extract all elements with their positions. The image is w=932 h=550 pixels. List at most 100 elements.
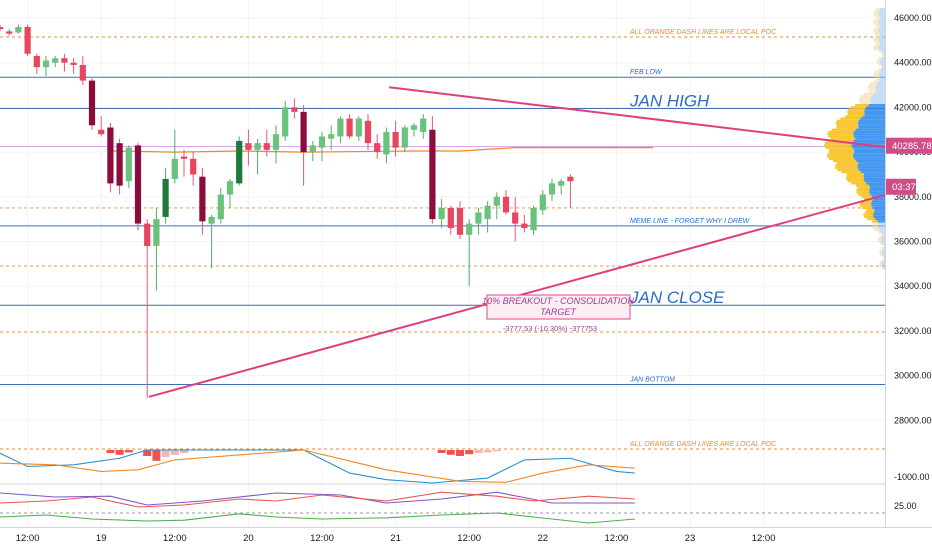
x-tick-label: 23 (685, 533, 696, 544)
candle (567, 174, 574, 208)
candle-body (484, 205, 491, 220)
candle (245, 129, 252, 166)
measure-label: -3777.53 (-10.30%) -377753 (503, 324, 597, 333)
volume-bin (868, 104, 885, 107)
volume-bin (835, 166, 858, 169)
volume-bin (881, 240, 885, 243)
volume-bin (873, 222, 879, 225)
candle-body (70, 62, 77, 65)
candle-body (328, 134, 335, 139)
volume-bin (850, 106, 867, 109)
volume-bin (836, 124, 859, 127)
volume-bin (872, 226, 879, 230)
volume-bin (874, 10, 880, 13)
volume-bin (861, 195, 873, 198)
x-tick-label: 12:00 (16, 533, 40, 544)
candle (502, 190, 510, 215)
candle-body (116, 143, 123, 186)
volume-bin (873, 36, 879, 40)
candle (24, 24, 31, 56)
volume-bin (884, 244, 885, 248)
candles (0, 24, 574, 398)
volume-bin (876, 77, 881, 80)
volume-bin (874, 23, 880, 26)
candle (217, 187, 224, 224)
volume-bin (835, 121, 858, 125)
candle (134, 143, 142, 231)
volume-bin (879, 10, 885, 13)
volume-bin (872, 224, 879, 227)
volume-bin (873, 39, 879, 42)
volume-bin (883, 258, 885, 261)
volume-bin (873, 72, 879, 75)
volume-bin (874, 70, 880, 73)
volume-bin (876, 25, 881, 29)
volume-bin (876, 16, 881, 20)
candle (475, 207, 482, 235)
candle (300, 105, 307, 186)
volume-bin (831, 128, 856, 131)
histogram-bar (143, 450, 152, 456)
histogram-bar (474, 450, 483, 453)
volume-bin (845, 115, 864, 118)
y-tick-label: 28000.00 (894, 415, 932, 425)
y-tick-label: 36000.00 (894, 237, 932, 247)
candle (374, 134, 381, 159)
candle (392, 120, 399, 157)
candle-body (79, 64, 86, 81)
candle-body (15, 26, 22, 33)
candle-body (364, 120, 372, 144)
volume-bin (862, 206, 873, 210)
volume-bin (837, 168, 859, 172)
candle-body (144, 223, 151, 246)
candle-body (521, 223, 528, 229)
candle-body (24, 26, 31, 54)
volume-bin (858, 124, 885, 127)
x-tick-label: 12:00 (163, 533, 187, 544)
volume-bin (876, 7, 881, 11)
volume-bin (832, 159, 857, 163)
candle-body (401, 127, 408, 148)
volume-bin (857, 166, 885, 169)
volume-bin (853, 135, 885, 138)
volume-bin (878, 14, 885, 17)
volume-bin (879, 43, 885, 46)
x-tick-label: 19 (96, 533, 107, 544)
volume-bin (877, 220, 885, 223)
candle-body (466, 223, 473, 235)
volume-bin (880, 25, 885, 29)
candle (162, 167, 169, 224)
candle (52, 55, 59, 68)
candle-body (300, 111, 307, 153)
candle-body (199, 176, 206, 222)
volume-bin (882, 256, 884, 259)
volume-bin (828, 130, 854, 134)
candle-body (162, 178, 169, 217)
candle-body (493, 196, 500, 206)
candle (236, 136, 243, 186)
volume-bin (869, 191, 885, 194)
volume-bin (866, 209, 875, 212)
volume-bin (836, 119, 859, 122)
volume-bin (875, 32, 880, 35)
candle-body (263, 143, 270, 150)
candle-body (217, 194, 224, 220)
price-label-bg (886, 137, 932, 154)
volume-bin (881, 50, 885, 53)
candle-body (153, 219, 160, 246)
volume-bin (854, 157, 885, 160)
volume-bin (881, 235, 885, 239)
volume-bin (883, 256, 885, 259)
volume-bin (882, 66, 885, 69)
volume-bin (860, 204, 872, 207)
candle-body (502, 196, 510, 213)
candle-body (245, 143, 252, 150)
volume-bin (846, 175, 864, 178)
candle (116, 138, 123, 195)
candle-body (61, 58, 68, 63)
volume-bin (847, 112, 865, 116)
candle-body (383, 131, 390, 155)
indicator-2-tick: 25.00 (894, 501, 917, 511)
volume-bin (879, 32, 885, 35)
histogram-bar (446, 450, 455, 455)
